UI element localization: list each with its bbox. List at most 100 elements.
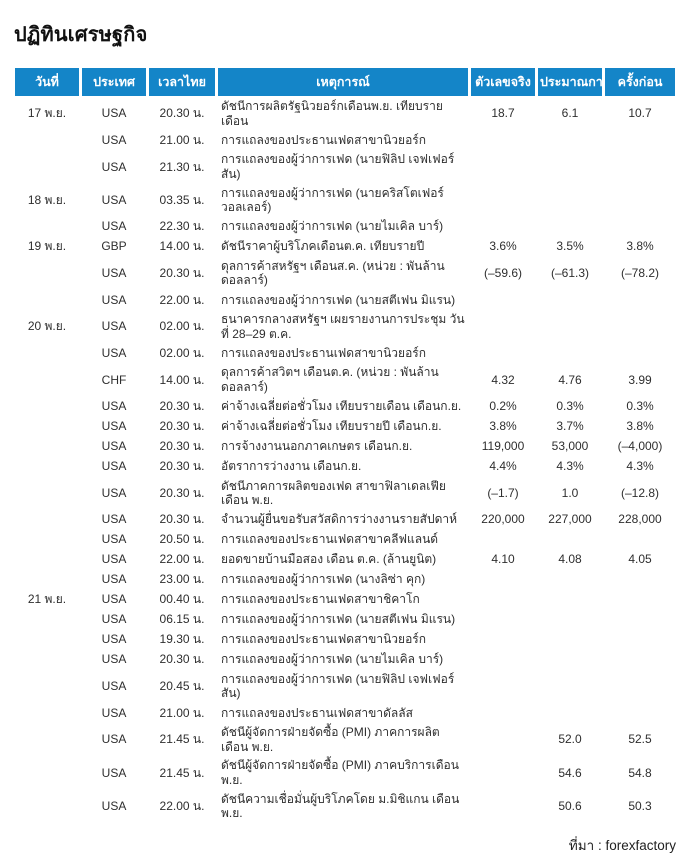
cell-forecast: 6.1	[561, 106, 579, 121]
cell-date: 17 พ.ย.	[27, 106, 67, 121]
cell-date	[15, 651, 79, 669]
table-row: USA 20.30 น. ดุลการค้าสหรัฐฯ เดือนส.ค. (หน…	[15, 258, 675, 289]
cell-country: USA	[101, 732, 127, 747]
cell-previous: 3.99	[628, 372, 652, 387]
cell-date	[15, 478, 79, 509]
cell-forecast	[538, 631, 602, 649]
cell-actual: 119,000	[481, 439, 525, 454]
cell-previous	[605, 185, 675, 216]
column-header-forecast: ประมาณการ	[538, 68, 602, 96]
cell-country: USA	[101, 399, 127, 414]
table-row: USA 22.00 น. ยอดขายบ้านมือสอง เดือน ต.ค. (…	[15, 551, 675, 569]
table-row: 21 พ.ย. USA 00.40 น. การแถลงของประธานเฟดสาข…	[15, 591, 675, 609]
cell-time: 21.00 น.	[159, 132, 205, 147]
cell-date	[15, 258, 79, 289]
table-row: USA 21.45 น. ดัชนีผู้จัดการฝ่ายจัดซื้อ (PM…	[15, 724, 675, 755]
cell-forecast	[538, 704, 602, 722]
cell-date	[15, 551, 79, 569]
cell-time: 21.45 น.	[159, 732, 205, 747]
cell-date	[15, 671, 79, 702]
cell-forecast	[538, 311, 602, 342]
column-header-previous: ครั้งก่อน	[605, 68, 675, 96]
table-row: USA 20.30 น. การจ้างงานนอกภาคเกษตร เดือนก.…	[15, 438, 675, 456]
cell-time: 03.35 น.	[159, 192, 205, 207]
cell-actual: (–59.6)	[483, 266, 523, 281]
cell-event: อัตราการว่างงาน เดือนก.ย.	[221, 459, 362, 474]
cell-time: 00.40 น.	[159, 592, 205, 607]
cell-actual: 3.6%	[489, 239, 517, 254]
cell-time: 20.30 น.	[159, 652, 205, 667]
cell-event: การแถลงของประธานเฟดสาขานิวยอร์ก	[221, 345, 426, 360]
cell-actual: 3.8%	[489, 419, 517, 434]
cell-time: 06.15 น.	[159, 612, 205, 627]
column-header-country: ประเทศ	[82, 68, 146, 96]
cell-forecast: 4.08	[558, 552, 582, 567]
table-row: USA 20.30 น. จำนวนผู้ยื่นขอรับสวัสดิการว่า…	[15, 511, 675, 529]
cell-event: ค่าจ้างเฉลี่ยต่อชั่วโมง เทียบรายปี เดือน…	[221, 419, 442, 434]
cell-date: 19 พ.ย.	[27, 239, 67, 254]
cell-actual	[471, 704, 535, 722]
cell-time: 21.30 น.	[159, 159, 205, 174]
cell-date: 18 พ.ย.	[27, 192, 67, 207]
cell-forecast: 4.76	[558, 372, 582, 387]
cell-actual: 220,000	[481, 512, 525, 527]
cell-forecast	[538, 591, 602, 609]
cell-country: USA	[101, 532, 127, 547]
cell-time: 20.30 น.	[159, 459, 205, 474]
cell-country: USA	[101, 266, 127, 281]
cell-forecast: 52.0	[558, 732, 582, 747]
cell-event: การแถลงของประธานเฟดสาขาดัลลัส	[221, 705, 413, 720]
cell-date	[15, 704, 79, 722]
cell-time: 20.30 น.	[159, 439, 205, 454]
cell-forecast	[538, 291, 602, 309]
cell-forecast: 0.3%	[556, 399, 584, 414]
cell-country: CHF	[101, 372, 127, 387]
cell-forecast: 4.3%	[556, 459, 584, 474]
cell-event: จำนวนผู้ยื่นขอรับสวัสดิการว่างงานรายสัปด…	[221, 512, 458, 527]
cell-previous: (–12.8)	[620, 485, 660, 500]
cell-event: การแถลงของประธานเฟดสาขาคลีฟแลนด์	[221, 532, 439, 547]
cell-actual	[471, 591, 535, 609]
cell-previous	[605, 344, 675, 362]
cell-time: 20.30 น.	[159, 419, 205, 434]
cell-previous	[605, 704, 675, 722]
cell-time: 20.30 น.	[159, 512, 205, 527]
cell-time: 20.30 น.	[159, 106, 205, 121]
cell-time: 20.30 น.	[159, 399, 205, 414]
cell-country: GBP	[101, 239, 127, 254]
cell-forecast	[538, 611, 602, 629]
cell-forecast: 1.0	[561, 485, 579, 500]
cell-actual: 4.32	[491, 372, 515, 387]
cell-event: การแถลงของผู้ว่าการเฟด (นายคริสโตเฟอร์ ว…	[221, 185, 444, 215]
column-header-event: เหตุการณ์	[218, 68, 468, 96]
cell-actual	[471, 791, 535, 822]
cell-event: การแถลงของผู้ว่าการเฟด (นายไมเคิล บาร์)	[221, 219, 444, 234]
cell-date	[15, 291, 79, 309]
cell-actual	[471, 611, 535, 629]
cell-country: USA	[101, 419, 127, 434]
cell-previous: 54.8	[628, 765, 652, 780]
cell-date	[15, 131, 79, 149]
cell-time: 20.30 น.	[159, 485, 205, 500]
cell-previous: 10.7	[628, 106, 652, 121]
cell-event: การแถลงของผู้ว่าการเฟด (นายฟิลิป เจฟเฟอร…	[221, 671, 455, 701]
cell-date	[15, 364, 79, 395]
cell-date	[15, 418, 79, 436]
cell-time: 21.45 น.	[159, 765, 205, 780]
cell-date	[15, 344, 79, 362]
cell-previous: 3.8%	[626, 239, 654, 254]
column-header-actual: ตัวเลขจริง	[471, 68, 535, 96]
cell-forecast	[538, 185, 602, 216]
cell-date	[15, 571, 79, 589]
cell-country: USA	[101, 106, 127, 121]
table-row: USA 20.45 น. การแถลงของผู้ว่าการเฟด (นายฟิ…	[15, 671, 675, 702]
cell-country: USA	[101, 705, 127, 720]
cell-previous	[605, 151, 675, 182]
cell-date: 21 พ.ย.	[27, 592, 67, 607]
cell-time: 14.00 น.	[159, 239, 205, 254]
cell-event: การจ้างงานนอกภาคเกษตร เดือนก.ย.	[221, 439, 413, 454]
cell-time: 22.00 น.	[159, 552, 205, 567]
table-row: USA 21.00 น. การแถลงของประธานเฟดสาขาดัลลัส	[15, 704, 675, 722]
cell-date	[15, 398, 79, 416]
cell-forecast	[538, 151, 602, 182]
